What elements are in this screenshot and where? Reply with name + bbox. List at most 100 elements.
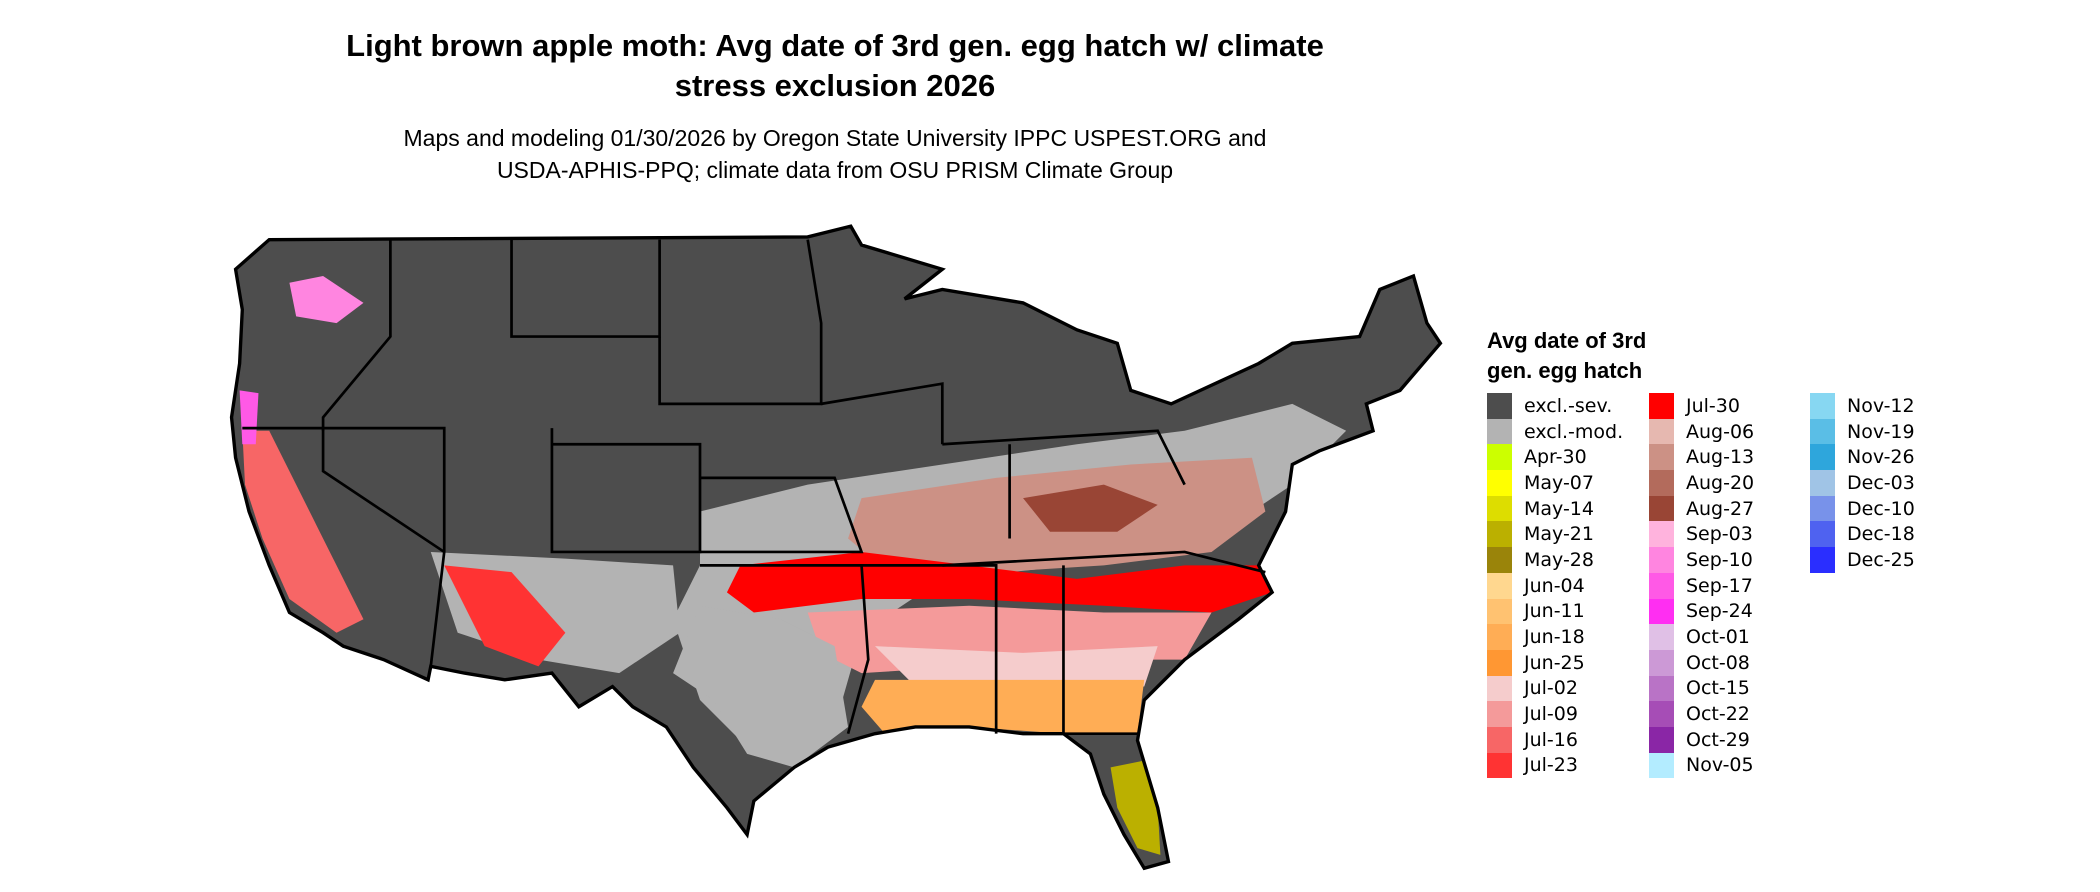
legend-label: Aug-20 [1686, 471, 1755, 494]
legend-swatch [1487, 598, 1512, 625]
legend-label: Nov-12 [1847, 394, 1915, 417]
legend-item: Nov-19 [1810, 418, 1915, 445]
legend-label: Jul-30 [1686, 394, 1740, 417]
legend-item: Jun-04 [1487, 572, 1623, 599]
region-jun [861, 679, 1145, 738]
legend-label: Jun-25 [1524, 651, 1585, 674]
region-florida-may [1110, 760, 1161, 855]
map-subtitle-line2: USDA-APHIS-PPQ; climate data from OSU PR… [496, 157, 1174, 183]
legend-label: Aug-06 [1686, 420, 1755, 443]
legend-label: Sep-24 [1686, 600, 1753, 623]
map-subtitle: Maps and modeling 01/30/2026 by Oregon S… [235, 122, 1435, 186]
legend-title-line2: gen. egg hatch [1487, 358, 1643, 383]
legend-item: excl.-sev. [1487, 393, 1623, 419]
legend-swatch [1649, 598, 1674, 625]
legend-label: Sep-17 [1686, 574, 1753, 597]
legend-swatch [1487, 701, 1512, 727]
legend-label: Dec-03 [1847, 471, 1915, 494]
legend-swatch [1649, 675, 1674, 702]
legend-item: Oct-01 [1649, 624, 1754, 650]
us-outline [229, 224, 1443, 871]
map-title-line1: Light brown apple moth: Avg date of 3rd … [346, 28, 1324, 63]
legend-label: Apr-30 [1524, 446, 1587, 469]
region-washington-pink [289, 275, 364, 324]
legend-item: excl.-mod. [1487, 418, 1624, 445]
legend-label: Jul-16 [1524, 728, 1578, 751]
legend-swatch [1810, 470, 1835, 496]
legend-swatch [1810, 418, 1835, 445]
legend-label: Jul-09 [1524, 703, 1578, 726]
legend-label: excl.-mod. [1524, 420, 1624, 443]
legend-swatch [1810, 393, 1835, 419]
legend-swatch [1487, 649, 1512, 676]
legend-title: Avg date of 3rd gen. egg hatch [1487, 326, 1646, 386]
legend-item: Jun-18 [1487, 624, 1623, 650]
map-title-line2: stress exclusion 2026 [674, 68, 996, 103]
legend-item: May-28 [1487, 547, 1623, 573]
legend-item: Dec-18 [1810, 521, 1915, 548]
legend-item: Jun-11 [1487, 598, 1623, 625]
legend-item: May-07 [1487, 470, 1623, 496]
legend-swatch [1487, 675, 1512, 702]
legend-swatch [1487, 521, 1512, 548]
legend-item: Jul-02 [1487, 675, 1623, 702]
legend-title-line1: Avg date of 3rd [1487, 328, 1647, 353]
legend-swatch [1487, 726, 1512, 753]
legend-swatch [1649, 521, 1674, 548]
legend-column-1: excl.-sev. excl.-mod. Apr-30 May-07 May-14 Ma… [1487, 393, 1624, 779]
legend-swatch [1649, 701, 1674, 727]
region-jul-02 [875, 646, 1158, 687]
legend-label: Jun-04 [1524, 574, 1585, 597]
legend-item: Apr-30 [1487, 444, 1623, 471]
legend-item: Dec-10 [1810, 495, 1915, 522]
legend-item: Jun-25 [1487, 649, 1623, 676]
legend-swatch [1810, 547, 1835, 573]
legend-item: Jul-09 [1487, 701, 1623, 727]
legend-swatch [1810, 444, 1835, 471]
map-subtitle-line1: Maps and modeling 01/30/2026 by Oregon S… [403, 125, 1267, 151]
legend-item: Sep-24 [1649, 598, 1754, 625]
legend-swatch [1810, 495, 1835, 522]
legend-item: Oct-29 [1649, 726, 1754, 753]
legend-item: Sep-10 [1649, 547, 1754, 573]
legend-label: Jun-11 [1524, 600, 1585, 623]
legend-swatch [1487, 547, 1512, 573]
legend-swatch [1649, 752, 1674, 779]
legend-swatch [1649, 418, 1674, 445]
legend-item: Dec-03 [1810, 470, 1915, 496]
legend-label: Aug-27 [1686, 497, 1755, 520]
legend-label: Aug-13 [1686, 446, 1755, 469]
legend-swatch [1487, 752, 1512, 779]
legend-item: Jul-23 [1487, 752, 1623, 779]
legend-label: Nov-26 [1847, 446, 1915, 469]
region-california [242, 430, 364, 633]
region-south-gray [673, 605, 849, 768]
legend-label: May-07 [1524, 471, 1594, 494]
legend-item: Nov-05 [1649, 752, 1754, 779]
legend-swatch [1649, 624, 1674, 650]
legend-column-2: Jul-30 Aug-06 Aug-13 Aug-20 Aug-27 Sep-03 Sep-… [1649, 393, 1755, 779]
legend-label: May-21 [1524, 523, 1594, 546]
legend-item: May-14 [1487, 495, 1623, 522]
legend-label: Oct-29 [1686, 728, 1750, 751]
legend-swatch [1487, 572, 1512, 599]
legend-label: Sep-03 [1686, 523, 1753, 546]
region-west-coast-pink [239, 390, 259, 445]
legend-item: Aug-20 [1649, 470, 1754, 496]
legend-label: Nov-19 [1847, 420, 1915, 443]
legend-item: Aug-06 [1649, 418, 1755, 445]
legend-swatch [1487, 444, 1512, 471]
legend-label: Jun-18 [1524, 626, 1585, 649]
legend-label: Nov-05 [1686, 754, 1754, 777]
legend-swatch [1487, 470, 1512, 496]
region-southwest-red [444, 565, 566, 667]
legend-swatch [1649, 572, 1674, 599]
state-borders [242, 239, 1266, 736]
legend-label: Dec-25 [1847, 548, 1915, 571]
legend-item: Aug-27 [1649, 495, 1755, 522]
legend-swatch [1649, 726, 1674, 753]
legend-label: Dec-10 [1847, 497, 1915, 520]
legend-item: Nov-12 [1810, 393, 1915, 419]
legend-label: Oct-22 [1686, 703, 1750, 726]
